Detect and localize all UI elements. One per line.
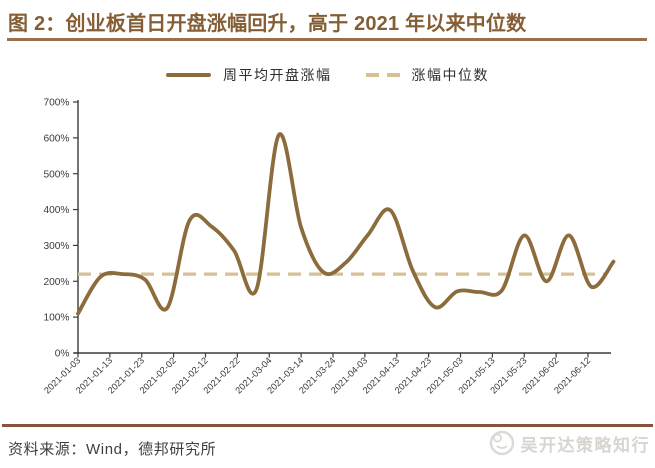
watermark-logo-icon — [489, 430, 514, 456]
y-tick-label: 600% — [43, 133, 69, 144]
weekly-avg-line — [76, 132, 616, 316]
watermark-text: 吴开达策略知行 — [520, 435, 650, 455]
y-tick-label: 0% — [55, 349, 70, 360]
legend-item-weekly-avg: 周平均开盘涨幅 — [166, 65, 332, 85]
y-tick-label: 700% — [43, 98, 69, 109]
figure-title: 图 2：创业板首日开盘涨幅回升，高于 2021 年以来中位数 — [8, 13, 527, 35]
watermark: 吴开达策略知行 — [488, 429, 651, 457]
legend-label-median: 涨幅中位数 — [411, 67, 489, 83]
y-tick-label: 500% — [43, 169, 69, 180]
footer-divider — [2, 424, 653, 427]
y-tick-label: 200% — [43, 277, 69, 288]
legend-swatch-solid — [166, 73, 211, 77]
legend-item-median: 涨幅中位数 — [365, 65, 490, 85]
chart-legend: 周平均开盘涨幅 涨幅中位数 — [0, 65, 655, 85]
title-divider — [7, 38, 647, 41]
legend-label-weekly-avg: 周平均开盘涨幅 — [223, 67, 332, 83]
y-tick-label: 400% — [43, 205, 69, 216]
legend-swatch-dashed — [365, 73, 400, 77]
y-tick-label: 100% — [43, 313, 69, 324]
source-note: 资料来源：Wind，德邦研究所 — [8, 441, 217, 458]
y-tick-label: 300% — [43, 241, 69, 252]
